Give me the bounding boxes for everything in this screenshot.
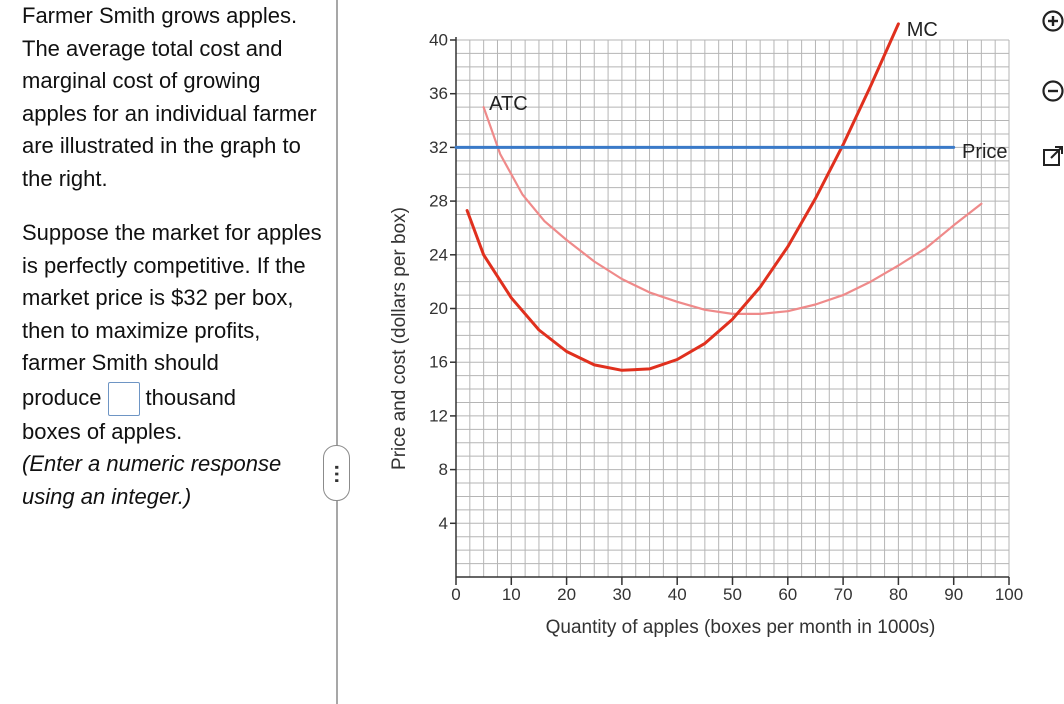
answer-instruction: (Enter a numeric response using an integ… (22, 451, 282, 509)
chart-labels: ATC MC Price (489, 19, 1007, 163)
chart-grid (455, 39, 1010, 578)
label-price: Price (962, 141, 1008, 163)
question-scenario: Suppose the market for apples is perfect… (22, 220, 322, 375)
chart-series (454, 22, 983, 372)
x-tick-label: 70 (834, 585, 853, 604)
zoom-out-button[interactable] (1038, 76, 1064, 106)
y-tick-label: 32 (429, 138, 448, 157)
series-mc-line (465, 22, 900, 372)
zoom-out-icon (1042, 80, 1064, 102)
x-axis-label: Quantity of apples (boxes per month in 1… (546, 617, 936, 638)
y-tick-label: 20 (429, 299, 448, 318)
x-tick-label: 20 (557, 585, 576, 604)
answer-input[interactable] (107, 381, 140, 416)
x-tick-label: 90 (944, 585, 963, 604)
y-tick-label: 40 (429, 31, 448, 50)
y-tick-label: 12 (429, 406, 448, 425)
x-tick-label: 50 (723, 585, 742, 604)
panel-resize-handle[interactable]: ⋯ (323, 445, 350, 501)
question-intro: Farmer Smith grows apples. The average t… (22, 3, 317, 191)
y-tick-label: 8 (439, 460, 448, 479)
x-tick-label: 80 (889, 585, 908, 604)
popout-button[interactable] (1038, 141, 1064, 171)
label-atc: ATC (489, 93, 528, 115)
x-tick-label: 0 (451, 585, 460, 604)
y-tick-label: 24 (429, 245, 448, 264)
chart-axes: 4 8 12 16 20 24 28 32 36 40 0 10 20 30 40 50 60 70 80 90 100… (389, 31, 1023, 639)
x-tick-label: 30 (612, 585, 631, 604)
question-panel: Farmer Smith grows apples. The average t… (22, 0, 322, 513)
label-mc: MC (907, 19, 938, 41)
x-tick-label: 60 (778, 585, 797, 604)
series-atc-line (482, 106, 983, 315)
panel-divider (336, 0, 338, 704)
y-axis-label: Price and cost (dollars per box) (389, 207, 410, 470)
x-tick-label: 40 (668, 585, 687, 604)
x-tick-label: 100 (995, 585, 1023, 604)
y-tick-label: 16 (429, 353, 448, 372)
y-tick-label: 4 (439, 514, 448, 533)
popout-icon (1043, 146, 1063, 166)
answer-tail: boxes of apples. (22, 418, 183, 444)
y-tick-label: 36 (429, 84, 448, 103)
answer-row: produce thousand (22, 381, 322, 416)
cost-chart: 4 8 12 16 20 24 28 32 36 40 0 10 20 30 40 50 60 70 80 90 100… (389, 19, 1023, 639)
produce-label: produce (22, 385, 102, 411)
zoom-in-button[interactable] (1038, 6, 1064, 36)
y-tick-label: 28 (429, 192, 448, 211)
thousand-label: thousand (145, 385, 237, 411)
x-tick-label: 10 (502, 585, 521, 604)
zoom-in-icon (1042, 10, 1064, 32)
